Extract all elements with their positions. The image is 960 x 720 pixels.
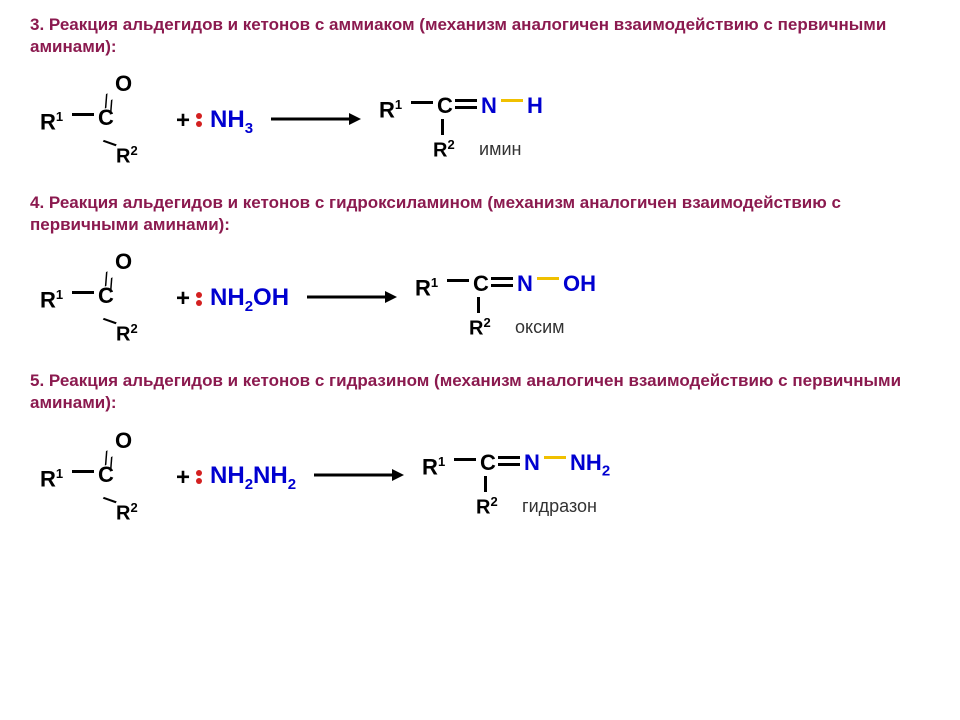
arrow-wrap <box>314 465 404 490</box>
reaction-arrow <box>314 465 404 485</box>
r2-group: R2 <box>469 315 491 341</box>
nitrogen-atom: N <box>517 271 533 297</box>
product-imine: R1 C N OH R2 оксим <box>415 249 735 349</box>
reagent-formula: NH2OH <box>196 284 289 315</box>
reactant-carbonyl: O⁄⁄R1C\R2 <box>30 71 170 171</box>
nitrogen-atom: N <box>524 450 540 476</box>
lone-pair-icon <box>196 468 208 486</box>
carbon-atom: C <box>437 93 453 119</box>
carbon-atom: C <box>473 271 489 297</box>
r1-group: R1 <box>415 275 438 301</box>
reaction-scheme: O⁄⁄R1C\R2+NH2NH2R1CNNH2R2гидразон <box>30 423 930 533</box>
carbon-atom: C <box>480 450 496 476</box>
substituent: H <box>527 93 543 119</box>
single-bond <box>72 291 94 294</box>
arrow-wrap <box>307 287 397 312</box>
r1-group: R1 <box>40 109 63 135</box>
single-bond <box>477 297 480 313</box>
reactant-carbonyl: O⁄⁄R1C\R2 <box>30 428 170 528</box>
single-bond <box>72 113 94 116</box>
title-highlight: аммиаком <box>329 15 415 34</box>
title-text: Реакция альдегидов и кетонов с <box>49 371 329 390</box>
product-label: оксим <box>515 317 565 338</box>
section-title: 4. Реакция альдегидов и кетонов с гидрок… <box>30 192 930 236</box>
section-title: 5. Реакция альдегидов и кетонов с гидраз… <box>30 370 930 414</box>
r1-group: R1 <box>422 454 445 480</box>
r1-group: R1 <box>379 97 402 123</box>
reaction-arrow <box>271 109 361 129</box>
r2-group: R2 <box>476 494 498 520</box>
arrow-wrap <box>271 109 361 134</box>
double-bond <box>491 277 513 280</box>
title-highlight: гидроксиламином <box>329 193 483 212</box>
single-bond <box>454 458 476 461</box>
substituent: OH <box>563 271 596 297</box>
double-bond <box>498 463 520 466</box>
section-number: 5. <box>30 371 44 390</box>
title-text: Реакция альдегидов и кетонов с <box>49 193 329 212</box>
single-bond <box>411 101 433 104</box>
r2-group: R2 <box>433 137 455 163</box>
reaction-scheme: O⁄⁄R1C\R2+NH2OHR1CNOHR2оксим <box>30 244 930 354</box>
r1-group: R1 <box>40 466 63 492</box>
double-bond <box>455 106 477 109</box>
substituent: NH2 <box>570 450 610 479</box>
carbon-atom: C <box>98 283 114 309</box>
r1-group: R1 <box>40 287 63 313</box>
single-bond <box>537 277 559 280</box>
oxygen-atom: O <box>115 249 132 275</box>
r2-group: R2 <box>116 321 138 347</box>
single-bond <box>484 476 487 492</box>
reagent-formula: NH2NH2 <box>196 462 296 493</box>
product-imine: R1 C N NH2 R2 гидразон <box>422 428 742 528</box>
single-bond <box>544 456 566 459</box>
oxygen-atom: O <box>115 71 132 97</box>
carbon-atom: C <box>98 462 114 488</box>
product-label: имин <box>479 139 521 160</box>
title-highlight: гидразином <box>329 371 429 390</box>
r2-group: R2 <box>116 500 138 526</box>
reaction-scheme: O⁄⁄R1C\R2+NH3R1CNHR2имин <box>30 66 930 176</box>
plus-sign: + <box>176 464 190 492</box>
plus-sign: + <box>176 107 190 135</box>
carbon-atom: C <box>98 105 114 131</box>
single-bond <box>447 279 469 282</box>
product-imine: R1 C N H R2 имин <box>379 71 699 171</box>
double-bond <box>455 99 477 102</box>
section-title: 3. Реакция альдегидов и кетонов с аммиак… <box>30 14 930 58</box>
single-bond <box>501 99 523 102</box>
reaction-arrow <box>307 287 397 307</box>
lone-pair-icon <box>196 111 208 129</box>
title-text: Реакция альдегидов и кетонов с <box>49 15 329 34</box>
section-number: 4. <box>30 193 44 212</box>
single-bond <box>441 119 444 135</box>
r2-group: R2 <box>116 143 138 169</box>
product-label: гидразон <box>522 496 597 517</box>
section-number: 3. <box>30 15 44 34</box>
single-bond <box>72 470 94 473</box>
reagent-formula: NH3 <box>196 106 253 137</box>
plus-sign: + <box>176 285 190 313</box>
oxygen-atom: O <box>115 428 132 454</box>
reactant-carbonyl: O⁄⁄R1C\R2 <box>30 249 170 349</box>
nitrogen-atom: N <box>481 93 497 119</box>
double-bond <box>498 456 520 459</box>
double-bond <box>491 284 513 287</box>
lone-pair-icon <box>196 290 208 308</box>
